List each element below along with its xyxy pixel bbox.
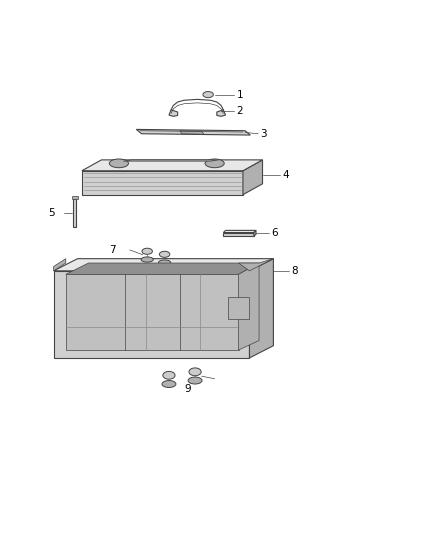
Polygon shape <box>82 160 262 171</box>
Polygon shape <box>180 131 204 134</box>
Text: 8: 8 <box>291 266 297 276</box>
Ellipse shape <box>162 381 176 387</box>
Polygon shape <box>254 230 256 236</box>
Text: 4: 4 <box>282 170 289 180</box>
Polygon shape <box>73 199 76 228</box>
Polygon shape <box>223 232 254 236</box>
Ellipse shape <box>163 372 175 379</box>
Polygon shape <box>53 259 273 271</box>
Ellipse shape <box>188 377 202 384</box>
Polygon shape <box>66 263 259 274</box>
Ellipse shape <box>203 92 213 98</box>
Polygon shape <box>250 259 273 358</box>
Polygon shape <box>243 160 262 195</box>
Ellipse shape <box>205 159 224 168</box>
Ellipse shape <box>110 159 128 168</box>
Polygon shape <box>136 130 251 135</box>
Text: 6: 6 <box>271 229 278 238</box>
Text: 2: 2 <box>237 106 243 116</box>
Text: 5: 5 <box>48 208 55 219</box>
Polygon shape <box>169 110 178 116</box>
Text: 7: 7 <box>110 245 116 255</box>
Polygon shape <box>239 263 259 350</box>
Polygon shape <box>53 259 66 271</box>
Text: 3: 3 <box>260 129 267 139</box>
Text: 9: 9 <box>184 384 191 394</box>
Polygon shape <box>72 197 78 199</box>
Polygon shape <box>223 230 256 232</box>
Ellipse shape <box>189 368 201 376</box>
Ellipse shape <box>159 251 170 257</box>
Polygon shape <box>53 271 250 358</box>
Polygon shape <box>82 171 243 195</box>
Polygon shape <box>123 160 219 161</box>
Ellipse shape <box>141 257 153 262</box>
Text: 1: 1 <box>237 90 243 100</box>
Polygon shape <box>228 297 250 319</box>
Polygon shape <box>66 274 239 350</box>
Polygon shape <box>239 259 273 271</box>
Polygon shape <box>217 110 226 116</box>
Ellipse shape <box>159 260 171 265</box>
Ellipse shape <box>142 248 152 254</box>
